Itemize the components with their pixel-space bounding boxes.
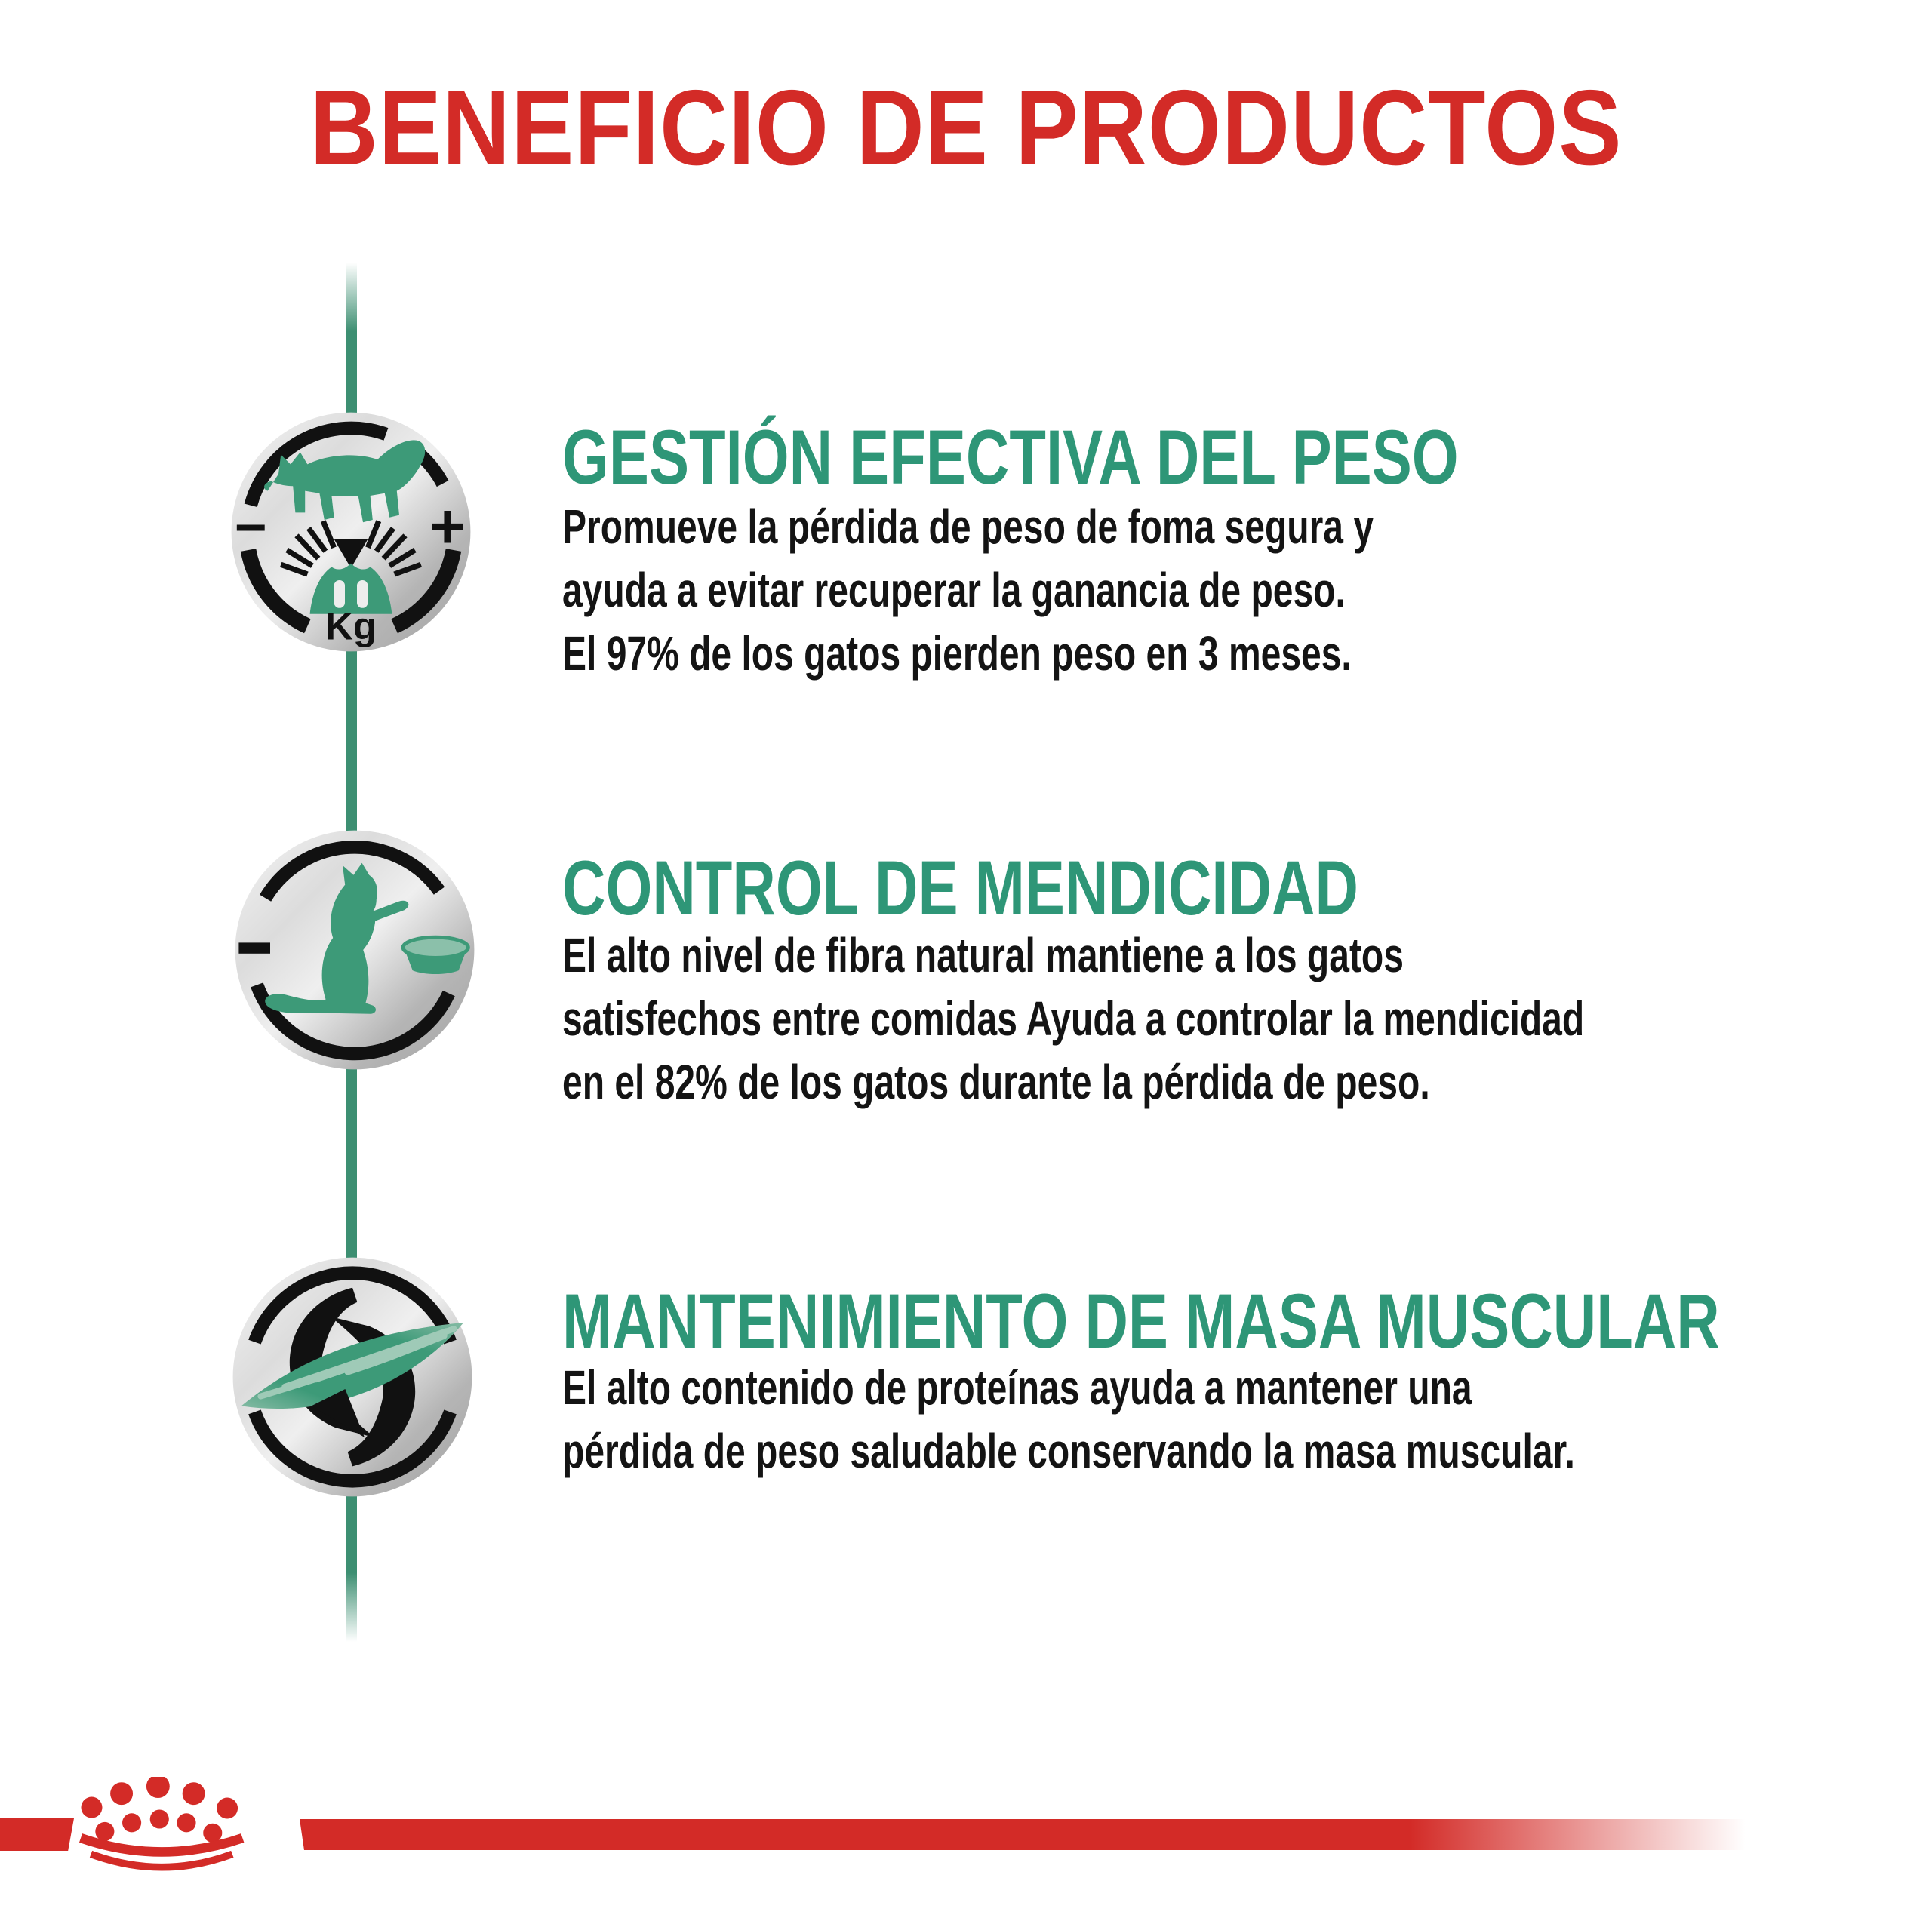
dial-weight-icon <box>309 563 392 614</box>
section-body-weight: Promueve la pérdida de peso de foma segu… <box>562 499 1374 681</box>
section-body-begging: El alto nivel de fibra natural mantiene … <box>562 928 1585 1109</box>
medallion-ring <box>251 841 455 1061</box>
section-heading-begging: CONTROL DE MENDICIDAD <box>562 845 1358 931</box>
section-heading-weight: GESTIÓN EFECTIVA DEL PESO <box>562 414 1459 500</box>
muscle-fiber-icon <box>241 1323 464 1409</box>
dial-plus-label: + <box>429 491 466 561</box>
section-heading-muscle: MANTENIMIENTO DE MASA MUSCULAR <box>562 1278 1720 1364</box>
medallion-ring <box>248 1266 457 1488</box>
food-bowl-icon <box>401 935 470 974</box>
dial-pointer-icon <box>334 539 368 568</box>
ring-dash <box>238 942 270 954</box>
weight-slot <box>357 580 368 608</box>
footer-bar-right <box>300 1819 1760 1850</box>
weight-slot <box>334 580 345 608</box>
footer-bar-left <box>0 1818 74 1851</box>
arrow-tip-icon <box>311 1389 365 1437</box>
royal-canin-crown-icon <box>78 1777 253 1883</box>
dial-minus-label: − <box>235 496 267 558</box>
kg-label: Kg <box>325 604 377 647</box>
walking-cat-icon <box>264 440 426 523</box>
weight-scale-cat-medallion-icon: − + Kg <box>230 411 472 653</box>
page-title: BENEFICIO DE PRODUCTOS <box>309 68 1623 188</box>
muscle-mass-medallion-icon <box>232 1256 473 1498</box>
begging-cat-bowl-medallion-icon <box>234 829 475 1071</box>
begging-cat-icon <box>265 862 409 1014</box>
section-body-muscle: El alto contenido de proteínas ayuda a m… <box>562 1360 1575 1478</box>
dial-tick-marks <box>279 520 423 577</box>
